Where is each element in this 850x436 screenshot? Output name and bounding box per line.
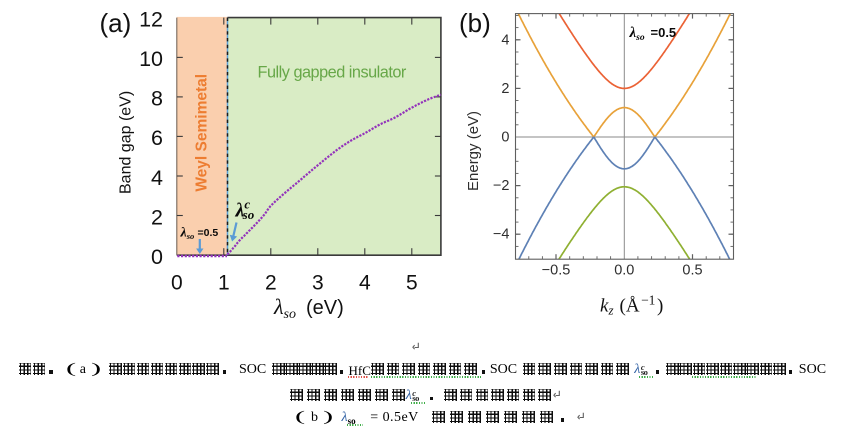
svg-text:0: 0 xyxy=(501,130,509,146)
svg-text:Energy (eV): Energy (eV) xyxy=(465,111,482,191)
svg-text:3: 3 xyxy=(312,272,324,295)
svg-text:=0.5: =0.5 xyxy=(651,25,677,40)
svg-text:0.0: 0.0 xyxy=(614,263,634,279)
svg-text:Weyl Semimetal: Weyl Semimetal xyxy=(194,74,211,192)
svg-text:Fully gapped insulator: Fully gapped insulator xyxy=(258,64,407,82)
svg-text:4: 4 xyxy=(151,166,163,190)
svg-text:0: 0 xyxy=(171,272,183,295)
svg-text:(eV): (eV) xyxy=(306,297,344,319)
svg-text:(a): (a) xyxy=(100,8,132,38)
svg-text:2: 2 xyxy=(265,272,277,295)
svg-text:10: 10 xyxy=(139,47,163,71)
svg-text:4: 4 xyxy=(501,32,509,48)
svg-text:=0.5: =0.5 xyxy=(198,227,219,239)
svg-text:λso: λso xyxy=(273,294,296,322)
svg-text:kz(Å−1): kz (Å −1) xyxy=(600,293,663,318)
svg-text:1: 1 xyxy=(218,272,230,295)
svg-text:−0.5: −0.5 xyxy=(542,263,571,279)
svg-text:2: 2 xyxy=(151,205,163,229)
svg-text:0.5: 0.5 xyxy=(682,263,702,279)
svg-text:12: 12 xyxy=(139,8,163,32)
svg-text:4: 4 xyxy=(359,272,371,295)
svg-text:−2: −2 xyxy=(493,178,510,194)
svg-text:5: 5 xyxy=(406,272,418,295)
svg-text:2: 2 xyxy=(501,81,509,97)
svg-text:0: 0 xyxy=(151,245,163,269)
svg-text:Band gap (eV): Band gap (eV) xyxy=(118,91,135,194)
svg-text:(b): (b) xyxy=(459,8,491,38)
svg-text:−4: −4 xyxy=(493,227,510,243)
svg-text:8: 8 xyxy=(151,87,163,111)
svg-text:6: 6 xyxy=(151,126,163,150)
svg-text:λso: λso xyxy=(629,25,645,43)
